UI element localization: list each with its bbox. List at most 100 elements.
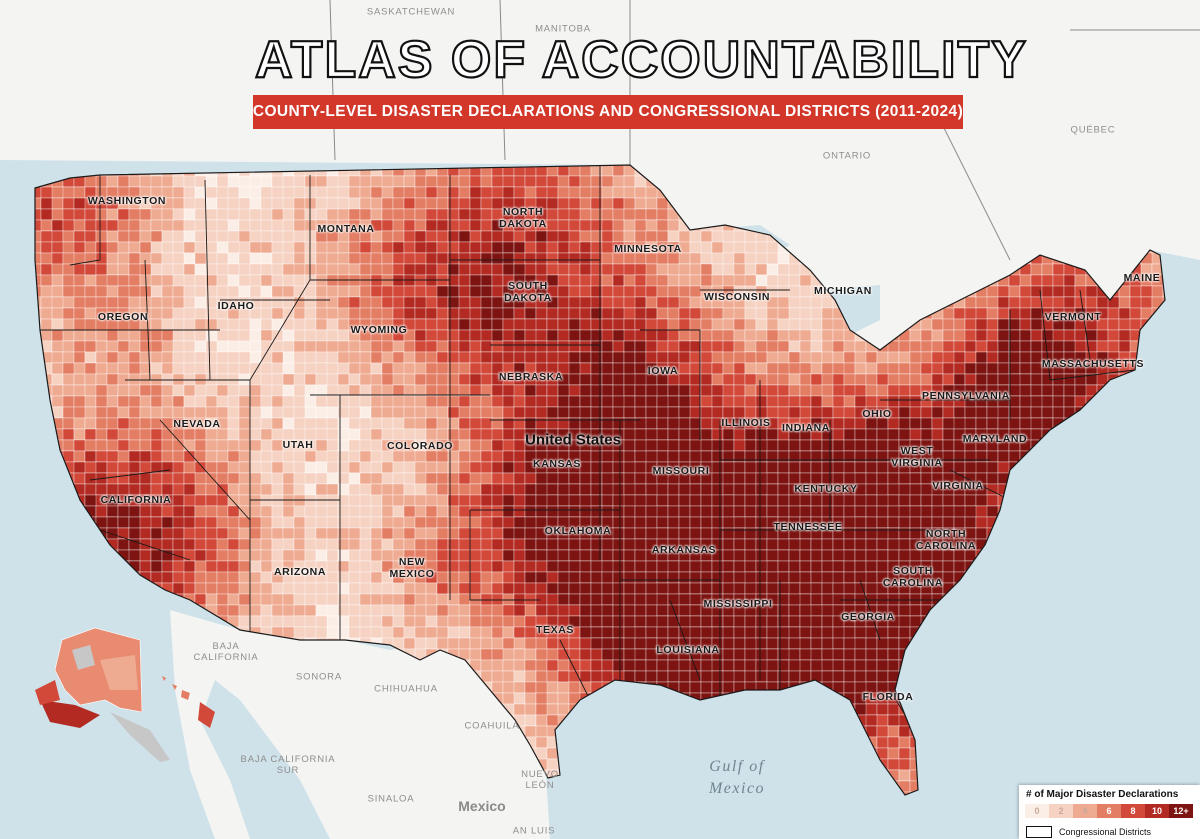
county-cell [1019,373,1032,386]
county-cell [898,494,911,507]
county-cell [425,417,438,430]
county-cell [744,252,757,265]
county-cell [524,626,537,639]
county-cell [722,483,735,496]
county-cell [194,165,207,177]
county-cell [843,648,856,661]
county-cell [1118,296,1131,309]
county-cell [1074,516,1087,529]
county-cell [623,560,636,573]
county-cell [964,681,988,694]
county-cell [469,241,482,254]
county-cell [601,494,614,507]
county-cell [601,395,614,408]
county-cell [788,549,801,562]
county-cell [40,472,53,485]
county-cell [293,329,306,342]
county-cell [1041,472,1065,485]
county-cell [293,296,306,309]
county-cell [1019,406,1032,419]
county-cell [1008,604,1021,617]
county-cell [722,494,735,507]
county-cell [73,373,86,386]
county-cell [942,329,955,342]
county-cell [1030,329,1043,342]
county-cell [73,274,86,287]
county-cell [95,362,108,375]
county-cell [1085,560,1109,573]
county-cell [282,406,295,419]
county-cell [722,340,735,353]
county-cell [832,428,845,441]
county-cell [1008,560,1032,573]
county-cell [964,296,977,309]
county-cell [579,274,592,287]
county-cell [403,285,416,298]
county-cell [557,296,570,309]
county-cell [128,593,141,606]
county-cell [1019,593,1032,606]
county-cell [777,384,790,397]
county-cell [84,285,97,298]
county-cell [1052,670,1076,683]
county-cell [392,450,405,463]
county-cell [612,681,625,694]
county-cell [1041,648,1054,661]
county-cell [1151,604,1164,617]
county-cell [1162,637,1165,650]
county-cell [711,483,724,496]
county-cell [1162,505,1165,518]
county-cell [194,230,207,243]
county-cell [1041,637,1054,650]
county-cell [975,560,988,573]
county-cell [986,461,999,474]
county-cell [656,494,669,507]
county-cell [700,516,713,529]
county-cell [964,659,988,672]
county-cell [546,538,559,551]
county-cell [997,670,1010,683]
county-cell [1008,670,1032,683]
county-cell [425,373,438,386]
county-cell [84,329,97,342]
county-cell [876,505,889,518]
county-cell [194,340,207,353]
county-cell [524,659,537,672]
county-cell [183,208,196,221]
county-cell [1074,472,1098,485]
county-cell [623,593,636,606]
county-cell [612,549,625,562]
county-cell [733,461,746,474]
county-cell [1140,516,1153,529]
county-cell [821,384,834,397]
county-cell [634,560,647,573]
county-cell [931,329,944,342]
county-cell [304,494,317,507]
county-cell [436,461,449,474]
county-cell [216,197,229,210]
county-cell [117,439,130,452]
county-cell [436,582,449,595]
county-cell [1019,461,1043,474]
county-cell [645,296,658,309]
county-cell [788,582,801,595]
county-cell [579,406,592,419]
county-cell [51,362,64,375]
county-cell [733,560,746,573]
county-cell [909,373,922,386]
county-cell [568,230,581,243]
county-cell [381,461,394,474]
county-cell [161,428,174,441]
county-cell [414,351,427,364]
county-cell [282,604,295,617]
county-cell [425,252,438,265]
county-cell [216,252,229,265]
county-cell [1151,472,1164,485]
county-cell [535,384,548,397]
county-cell [370,494,383,507]
county-cell [436,384,449,397]
county-cell [194,351,207,364]
county-cell [62,593,86,606]
county-cell [62,395,75,408]
county-cell [227,263,240,276]
